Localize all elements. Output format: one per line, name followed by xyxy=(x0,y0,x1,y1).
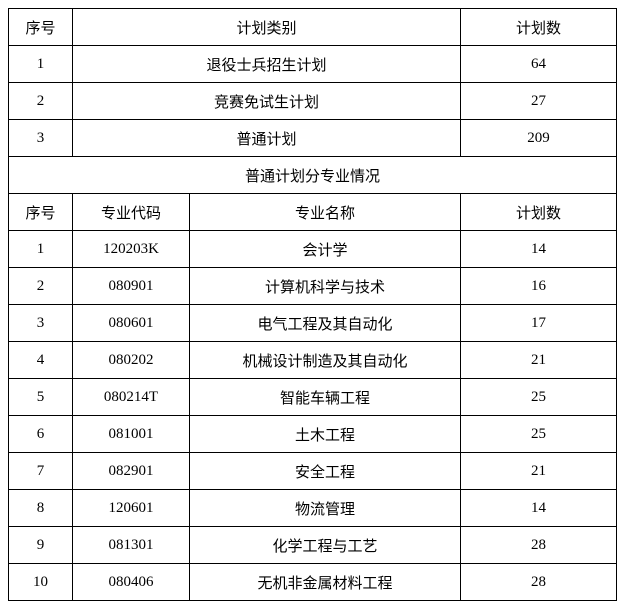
table-row: 9081301化学工程与工艺28 xyxy=(9,527,617,564)
cell-seq: 8 xyxy=(9,490,73,527)
cell-count: 209 xyxy=(461,120,617,157)
cell-code: 081301 xyxy=(73,527,190,564)
cell-seq: 1 xyxy=(9,46,73,83)
section-title-row: 普通计划分专业情况 xyxy=(9,157,617,194)
table-row: 10080406无机非金属材料工程28 xyxy=(9,564,617,601)
cell-name: 智能车辆工程 xyxy=(190,379,461,416)
cell-name: 化学工程与工艺 xyxy=(190,527,461,564)
cell-name: 计算机科学与技术 xyxy=(190,268,461,305)
cell-code: 081001 xyxy=(73,416,190,453)
cell-name: 机械设计制造及其自动化 xyxy=(190,342,461,379)
cell-seq: 10 xyxy=(9,564,73,601)
cell-count: 21 xyxy=(461,453,617,490)
cell-name: 安全工程 xyxy=(190,453,461,490)
table-row: 7082901安全工程21 xyxy=(9,453,617,490)
table-row: 2080901计算机科学与技术16 xyxy=(9,268,617,305)
table-row: 5080214T智能车辆工程25 xyxy=(9,379,617,416)
header-seq: 序号 xyxy=(9,9,73,46)
header-name: 专业名称 xyxy=(190,194,461,231)
cell-seq: 3 xyxy=(9,305,73,342)
table-row: 2竞赛免试生计划27 xyxy=(9,83,617,120)
cell-name: 土木工程 xyxy=(190,416,461,453)
cell-category: 退役士兵招生计划 xyxy=(73,46,461,83)
header-seq: 序号 xyxy=(9,194,73,231)
cell-seq: 6 xyxy=(9,416,73,453)
cell-name: 会计学 xyxy=(190,231,461,268)
cell-name: 电气工程及其自动化 xyxy=(190,305,461,342)
cell-count: 17 xyxy=(461,305,617,342)
cell-code: 080901 xyxy=(73,268,190,305)
cell-count: 25 xyxy=(461,379,617,416)
cell-code: 120203K xyxy=(73,231,190,268)
cell-count: 14 xyxy=(461,231,617,268)
table-row: 3普通计划209 xyxy=(9,120,617,157)
cell-count: 28 xyxy=(461,527,617,564)
header-count: 计划数 xyxy=(461,9,617,46)
table-row: 3080601电气工程及其自动化17 xyxy=(9,305,617,342)
top-header-row: 序号 计划类别 计划数 xyxy=(9,9,617,46)
cell-seq: 4 xyxy=(9,342,73,379)
cell-count: 21 xyxy=(461,342,617,379)
cell-name: 无机非金属材料工程 xyxy=(190,564,461,601)
cell-count: 28 xyxy=(461,564,617,601)
table-row: 1退役士兵招生计划64 xyxy=(9,46,617,83)
header-count: 计划数 xyxy=(461,194,617,231)
section-title: 普通计划分专业情况 xyxy=(9,157,617,194)
header-code: 专业代码 xyxy=(73,194,190,231)
cell-seq: 5 xyxy=(9,379,73,416)
cell-count: 27 xyxy=(461,83,617,120)
cell-code: 120601 xyxy=(73,490,190,527)
cell-seq: 3 xyxy=(9,120,73,157)
cell-seq: 9 xyxy=(9,527,73,564)
cell-seq: 2 xyxy=(9,83,73,120)
table-row: 4080202机械设计制造及其自动化21 xyxy=(9,342,617,379)
cell-count: 64 xyxy=(461,46,617,83)
cell-category: 竞赛免试生计划 xyxy=(73,83,461,120)
cell-count: 16 xyxy=(461,268,617,305)
cell-name: 物流管理 xyxy=(190,490,461,527)
cell-code: 080601 xyxy=(73,305,190,342)
table-row: 8120601物流管理14 xyxy=(9,490,617,527)
cell-code: 080202 xyxy=(73,342,190,379)
cell-code: 080406 xyxy=(73,564,190,601)
cell-code: 080214T xyxy=(73,379,190,416)
cell-category: 普通计划 xyxy=(73,120,461,157)
table-body: 序号 计划类别 计划数 1退役士兵招生计划642竞赛免试生计划273普通计划20… xyxy=(9,9,617,601)
table-row: 6081001土木工程25 xyxy=(9,416,617,453)
enrollment-plan-table: 序号 计划类别 计划数 1退役士兵招生计划642竞赛免试生计划273普通计划20… xyxy=(8,8,617,601)
header-category: 计划类别 xyxy=(73,9,461,46)
cell-count: 14 xyxy=(461,490,617,527)
cell-seq: 2 xyxy=(9,268,73,305)
cell-seq: 7 xyxy=(9,453,73,490)
bottom-header-row: 序号专业代码专业名称计划数 xyxy=(9,194,617,231)
cell-count: 25 xyxy=(461,416,617,453)
table-row: 1120203K会计学14 xyxy=(9,231,617,268)
cell-seq: 1 xyxy=(9,231,73,268)
cell-code: 082901 xyxy=(73,453,190,490)
